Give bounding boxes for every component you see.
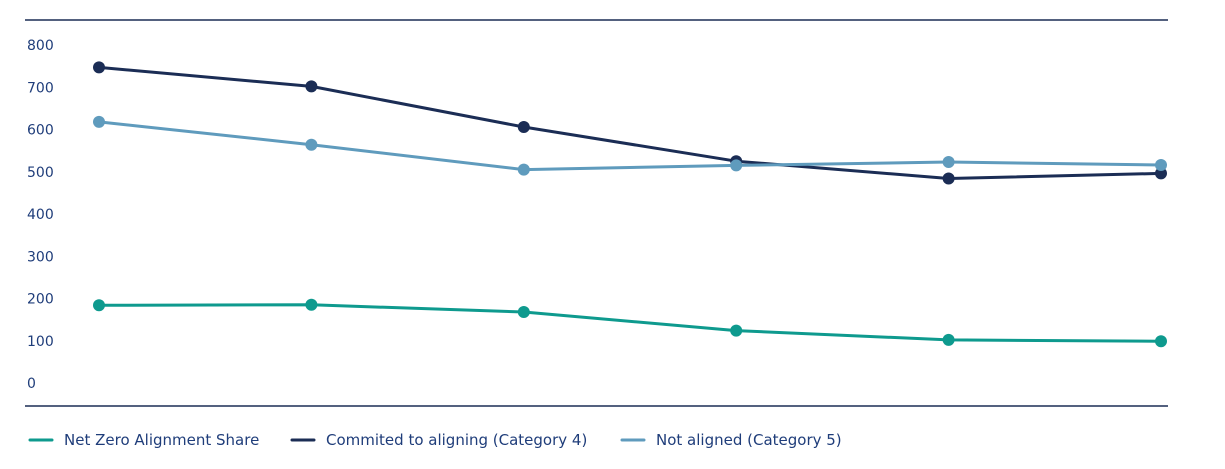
data-point [305,138,318,151]
legend-label: Commited to aligning (Category 4) [326,431,587,449]
data-point [1155,167,1167,180]
legend-item: Commited to aligning (Category 4) [290,431,587,449]
data-point [517,121,530,133]
data-point [305,298,318,311]
legend: Net Zero Alignment Share Commited to alig… [28,431,842,449]
y-tick-label: 0 [27,376,36,392]
series-1 [93,298,1167,348]
series-2 [93,61,1167,185]
y-tick-label: 500 [27,165,54,181]
y-tick-label: 400 [27,207,54,223]
y-tick-label: 600 [27,123,54,139]
y-axis: 0 100 200 300 400 500 600 700 800 [27,38,54,392]
data-point [942,156,955,168]
data-point [730,324,743,337]
data-point [942,172,955,185]
series-layer [93,61,1167,348]
data-point [1155,335,1167,348]
data-point [517,306,530,318]
legend-label: Not aligned (Category 5) [656,431,842,449]
y-tick-label: 300 [27,249,54,265]
series-line [97,303,1163,343]
y-tick-label: 200 [27,292,54,308]
y-tick-label: 100 [27,334,54,350]
data-point [1155,159,1167,171]
series-3 [93,115,1167,176]
data-point [942,333,955,346]
data-point [517,163,530,176]
legend-label: Net Zero Alignment Share [64,431,259,449]
data-point [730,159,743,172]
data-point [93,115,105,128]
data-point [305,80,318,93]
series-line [97,120,1163,172]
data-point [93,61,105,74]
legend-item: Net Zero Alignment Share [28,431,259,449]
y-tick-label: 800 [27,38,54,54]
y-tick-label: 700 [27,80,54,96]
legend-item: Not aligned (Category 5) [620,431,842,449]
series-line [97,65,1163,180]
data-point [93,299,105,312]
